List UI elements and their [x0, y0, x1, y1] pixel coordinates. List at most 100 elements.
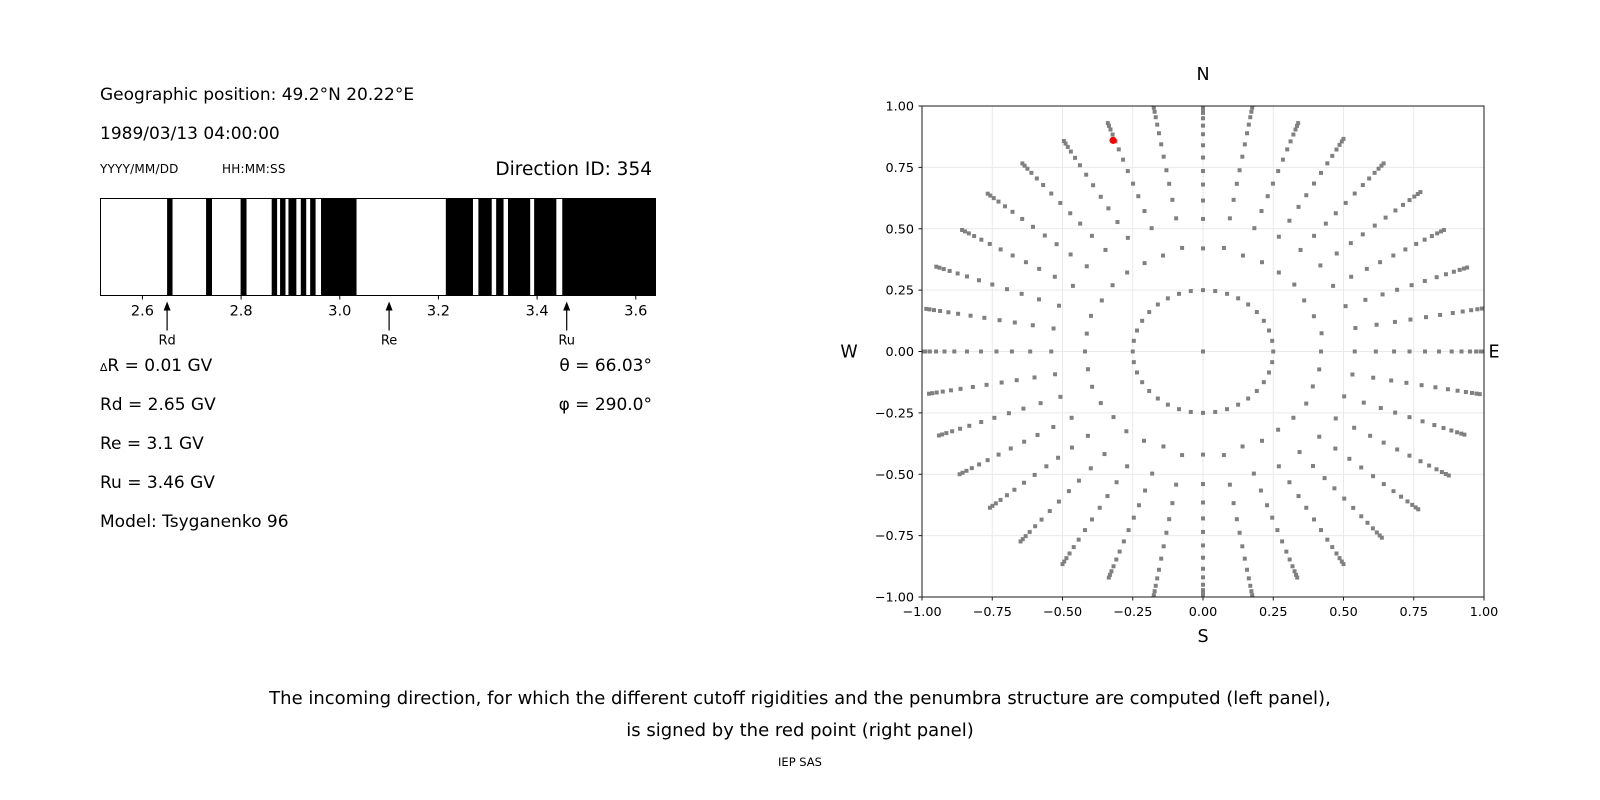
direction-dot: [1054, 242, 1059, 247]
direction-dot: [1379, 535, 1384, 540]
direction-dot: [1041, 183, 1046, 188]
direction-dot: [1201, 452, 1205, 457]
direction-dot: [1110, 132, 1115, 137]
direction-dot: [1125, 169, 1130, 174]
direction-dot: [1085, 433, 1090, 438]
y-tick-label: 1.00: [886, 100, 915, 115]
direction-dot: [1392, 319, 1397, 324]
direction-dot: [1115, 220, 1120, 225]
direction-dot: [1098, 401, 1103, 406]
direction-dots: [922, 106, 1484, 597]
direction-dot: [1126, 528, 1131, 533]
x-tick-label: 3.0: [328, 304, 351, 320]
direction-dot: [990, 503, 995, 508]
direction-dot: [1114, 480, 1119, 485]
direction-dot: [1391, 489, 1396, 494]
direction-dot: [1174, 216, 1179, 221]
direction-dot: [1053, 372, 1058, 377]
direction-dot: [1420, 419, 1425, 424]
direction-dot: [1404, 380, 1409, 385]
direction-dot: [958, 386, 963, 391]
direction-dot: [960, 227, 965, 232]
direction-dot: [1371, 375, 1376, 380]
direction-dot: [1225, 407, 1230, 412]
direction-dot: [1260, 438, 1265, 443]
compass-south-label: S: [1197, 627, 1208, 647]
direction-dot: [1201, 575, 1205, 580]
compass-west-label: W: [840, 343, 857, 363]
direction-dot: [1405, 499, 1410, 504]
direction-dot: [1465, 265, 1470, 270]
direction-dot: [1201, 588, 1205, 593]
direction-dot: [1130, 349, 1135, 354]
direction-dot: [1090, 384, 1095, 389]
direction-dot: [1450, 311, 1455, 316]
direction-dot: [1304, 193, 1309, 198]
direction-dot: [1265, 194, 1270, 199]
direction-dot: [1292, 282, 1297, 287]
direction-dot: [1076, 478, 1081, 483]
direction-dot: [1348, 241, 1353, 246]
direction-dot: [1363, 297, 1368, 302]
direction-dot: [1325, 537, 1330, 542]
direction-dot: [1258, 488, 1263, 493]
direction-dot: [1434, 275, 1439, 280]
direction-dot: [1461, 266, 1466, 271]
direction-dot: [1070, 283, 1075, 288]
direction-dot: [1032, 472, 1037, 477]
direction-dot: [1259, 209, 1264, 214]
direction-dot: [1125, 235, 1130, 240]
direction-dot: [1479, 306, 1484, 311]
direction-dot: [1334, 251, 1339, 256]
direction-dot: [1322, 476, 1327, 481]
direction-dot: [1267, 370, 1272, 375]
direction-dot: [1276, 270, 1281, 275]
direction-dot: [1292, 569, 1297, 574]
direction-dot: [927, 391, 932, 396]
direction-dot: [934, 264, 939, 269]
direction-dot: [1121, 157, 1126, 162]
direction-dot: [1149, 226, 1154, 231]
direction-dot: [1084, 172, 1089, 177]
direction-dot: [1069, 445, 1074, 450]
direction-dot: [1161, 253, 1166, 258]
direction-dot: [1111, 564, 1116, 569]
direction-dot: [987, 241, 992, 246]
direction-dot: [1008, 446, 1013, 451]
direction-dot: [1221, 453, 1226, 458]
direction-dot: [1317, 367, 1322, 372]
direction-dot: [1482, 349, 1484, 354]
direction-dot: [1201, 500, 1205, 505]
direction-dot: [1240, 544, 1245, 549]
x-tick-label: −0.25: [1113, 605, 1152, 620]
direction-dot: [1153, 583, 1158, 588]
direction-dot: [1325, 161, 1330, 166]
direction-dot: [1418, 459, 1423, 464]
direction-dot: [1399, 494, 1404, 499]
direction-dot: [1032, 375, 1037, 380]
caption-line-1: The incoming direction, for which the di…: [269, 688, 1331, 709]
direction-dot: [1439, 229, 1444, 234]
direction-dot: [1201, 349, 1205, 354]
direction-dot: [1147, 388, 1152, 393]
direction-dot: [1201, 182, 1205, 187]
direction-dot: [1155, 122, 1160, 127]
direction-dot: [1084, 264, 1089, 269]
direction-dot: [1161, 444, 1166, 449]
direction-dot: [1302, 298, 1307, 303]
direction-dot: [992, 415, 997, 420]
direction-dot: [1236, 402, 1241, 407]
penumbra-band: [240, 198, 247, 296]
direction-dot: [1242, 556, 1247, 561]
compass-labels: N S W E: [840, 65, 1499, 647]
direction-dot: [1451, 269, 1456, 274]
direction-dot: [1010, 253, 1015, 258]
direction-dot: [1352, 191, 1357, 196]
direction-dot: [1176, 407, 1181, 412]
direction-dot: [1318, 263, 1323, 268]
direction-dot: [1131, 338, 1136, 343]
direction-dot: [1105, 121, 1110, 126]
direction-dot: [1250, 106, 1255, 110]
direction-dot: [1407, 415, 1412, 420]
direction-dot: [972, 234, 977, 239]
